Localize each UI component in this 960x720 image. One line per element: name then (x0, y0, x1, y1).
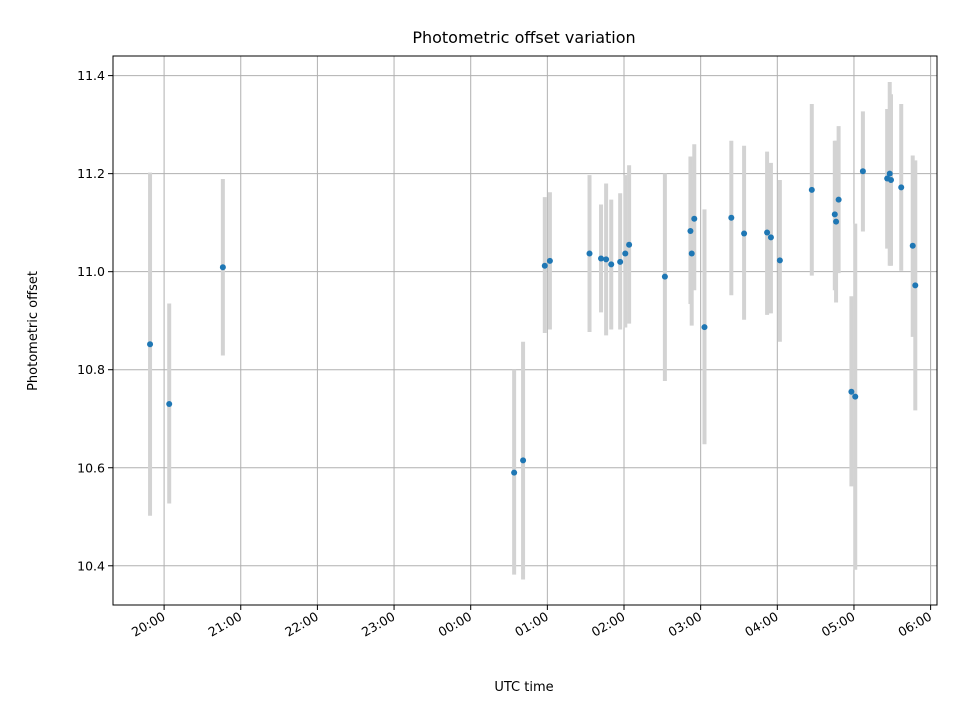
x-tick-label: 06:00 (895, 609, 934, 640)
data-point (219, 264, 226, 271)
data-point (833, 218, 840, 225)
data-point (586, 250, 593, 257)
x-tick-label: 05:00 (819, 609, 858, 640)
x-tick-label: 02:00 (589, 609, 628, 640)
data-point (622, 250, 629, 257)
data-point (688, 250, 695, 257)
x-tick-label: 20:00 (129, 609, 168, 640)
data-point (608, 261, 615, 268)
axis-ticks: 20:00 21:00 22:00 23:00 00:00 01:00 02:00 03:00… (77, 68, 934, 640)
plot-frame (112, 55, 938, 606)
data-point (546, 257, 553, 264)
data-point (603, 256, 610, 263)
data-point (776, 257, 783, 264)
data-point (741, 230, 748, 237)
data-point (767, 234, 774, 241)
x-tick-label: 23:00 (359, 609, 398, 640)
data-point (598, 255, 605, 262)
y-tick-label: 10.4 (77, 558, 105, 573)
data-point (764, 229, 771, 236)
y-tick-label: 10.6 (77, 460, 105, 475)
data-point (888, 177, 895, 184)
x-tick-label: 21:00 (206, 609, 245, 640)
data-point (886, 170, 893, 177)
data-point (166, 401, 173, 408)
data-point (626, 241, 633, 248)
y-tick-label: 10.8 (77, 362, 105, 377)
data-point (831, 211, 838, 218)
chart-title: Photometric offset variation (412, 28, 635, 47)
data-point (147, 341, 154, 348)
x-tick-label: 04:00 (742, 609, 781, 640)
data-point (912, 282, 919, 289)
data-point (835, 196, 842, 203)
x-tick-label: 01:00 (512, 609, 551, 640)
error-bars (148, 81, 918, 580)
x-tick-label: 22:00 (282, 609, 321, 640)
x-tick-label: 00:00 (436, 609, 475, 640)
data-point (520, 457, 527, 464)
y-tick-label: 11.0 (77, 264, 105, 279)
data-point (909, 242, 916, 249)
x-axis-label: UTC time (494, 680, 553, 695)
data-point (691, 215, 698, 222)
data-point (701, 324, 708, 331)
data-point (728, 214, 735, 221)
data-point (898, 184, 905, 191)
y-axis-label: Photometric offset (26, 271, 41, 391)
y-tick-label: 11.2 (77, 166, 105, 181)
data-point (687, 227, 694, 234)
data-point (541, 262, 548, 269)
data-point (859, 168, 866, 175)
data-point (617, 258, 624, 265)
data-point (848, 388, 855, 395)
data-point (661, 273, 668, 280)
data-point (852, 393, 859, 400)
y-tick-label: 11.4 (77, 68, 105, 83)
data-point (808, 186, 815, 193)
data-points (147, 168, 919, 476)
x-tick-label: 03:00 (665, 609, 704, 640)
data-point (511, 469, 518, 476)
